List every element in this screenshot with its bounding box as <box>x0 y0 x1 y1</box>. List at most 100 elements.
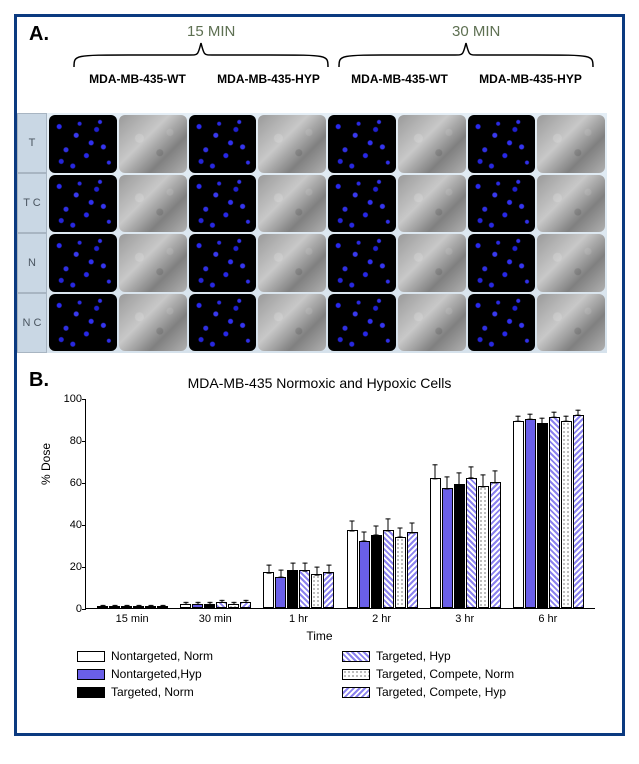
x-axis-label: Time <box>17 629 622 643</box>
bar <box>573 415 584 608</box>
fluorescence-image <box>189 294 257 352</box>
y-axis-label: % Dose <box>39 443 53 485</box>
bar <box>549 417 560 608</box>
y-tick-label: 60 <box>54 477 82 489</box>
fluorescence-image <box>49 175 117 233</box>
fluorescence-image <box>468 294 536 352</box>
bar <box>525 419 536 608</box>
bar <box>228 604 239 608</box>
brace-right <box>337 41 595 69</box>
row-label-0: T <box>17 113 47 173</box>
x-tick-label: 6 hr <box>538 613 557 625</box>
bar <box>466 478 477 608</box>
legend-label: Targeted, Norm <box>111 685 194 699</box>
fluorescence-image <box>328 115 396 173</box>
bar <box>157 606 168 608</box>
bar <box>395 537 406 608</box>
legend-item: Targeted, Hyp <box>342 649 587 663</box>
time-label-30-text: 30 MIN <box>452 23 500 40</box>
bar <box>180 604 191 608</box>
chart-title: MDA-MB-435 Normoxic and Hypoxic Cells <box>17 375 622 391</box>
brightfield-image <box>258 234 326 292</box>
bar <box>311 574 322 608</box>
brightfield-image <box>537 115 605 173</box>
bar <box>347 530 358 608</box>
bar <box>133 606 144 608</box>
fluorescence-image <box>189 115 257 173</box>
time-label-15: 15 MIN <box>187 23 235 40</box>
legend-item: Nontargeted,Hyp <box>77 667 322 681</box>
bar <box>299 570 310 608</box>
legend-swatch <box>342 687 370 698</box>
bar-group <box>97 606 169 608</box>
bar <box>216 602 227 608</box>
col-header-1: MDA-MB-435-HYP <box>203 73 334 87</box>
brightfield-image <box>398 175 466 233</box>
bar <box>490 482 501 608</box>
legend-item: Targeted, Norm <box>77 685 322 699</box>
bar <box>371 535 382 609</box>
legend-item: Targeted, Compete, Hyp <box>342 685 587 699</box>
fluorescence-image <box>189 234 257 292</box>
legend-label: Nontargeted, Norm <box>111 649 213 663</box>
legend-swatch <box>77 669 105 680</box>
bar <box>97 606 108 608</box>
fluorescence-image <box>49 294 117 352</box>
chart-legend: Nontargeted, Norm Targeted, Hyp Nontargete… <box>77 649 587 699</box>
brightfield-image <box>537 234 605 292</box>
brightfield-image <box>119 175 187 233</box>
brightfield-image <box>398 294 466 352</box>
brightfield-image <box>258 115 326 173</box>
bar <box>478 486 489 608</box>
brightfield-image <box>119 234 187 292</box>
fluorescence-image <box>328 175 396 233</box>
microscopy-grid <box>47 113 607 353</box>
legend-swatch <box>77 687 105 698</box>
bar <box>537 423 548 608</box>
panel-a: A. 15 MIN 30 MIN MDA-MB-435-WT MDA-MB-43… <box>17 17 622 362</box>
fluorescence-image <box>328 234 396 292</box>
brightfield-image <box>258 175 326 233</box>
brightfield-image <box>119 294 187 352</box>
row-label-3: N C <box>17 293 47 353</box>
bar <box>275 577 286 609</box>
bar <box>109 606 120 608</box>
col-header-0: MDA-MB-435-WT <box>72 73 203 87</box>
fluorescence-image <box>189 175 257 233</box>
y-tick-label: 80 <box>54 435 82 447</box>
x-tick-label: 3 hr <box>455 613 474 625</box>
brightfield-image <box>537 175 605 233</box>
bar-group <box>263 570 335 608</box>
legend-swatch <box>342 651 370 662</box>
brightfield-image <box>537 294 605 352</box>
legend-label: Targeted, Hyp <box>376 649 451 663</box>
panel-a-label: A. <box>29 23 49 46</box>
bar <box>359 541 370 608</box>
bar <box>383 530 394 608</box>
bar-chart: 020406080100 <box>85 399 595 609</box>
brightfield-image <box>258 294 326 352</box>
bar <box>561 421 572 608</box>
fluorescence-image <box>468 175 536 233</box>
legend-label: Targeted, Compete, Hyp <box>376 685 506 699</box>
fluorescence-image <box>49 234 117 292</box>
y-tick-label: 100 <box>54 393 82 405</box>
time-label-15-text: 15 MIN <box>187 23 235 40</box>
bar <box>454 484 465 608</box>
x-tick-label: 1 hr <box>289 613 308 625</box>
brightfield-image <box>119 115 187 173</box>
y-tick-label: 40 <box>54 519 82 531</box>
brace-left <box>72 41 330 69</box>
bar-group <box>180 602 252 608</box>
bar <box>430 478 441 608</box>
column-headers: MDA-MB-435-WT MDA-MB-435-HYP MDA-MB-435-… <box>72 73 596 87</box>
bar <box>240 602 251 608</box>
col-header-2: MDA-MB-435-WT <box>334 73 465 87</box>
fluorescence-image <box>328 294 396 352</box>
bar <box>121 606 132 608</box>
bar <box>192 604 203 608</box>
brightfield-image <box>398 115 466 173</box>
legend-label: Nontargeted,Hyp <box>111 667 202 681</box>
bar <box>513 421 524 608</box>
bar <box>204 604 215 608</box>
